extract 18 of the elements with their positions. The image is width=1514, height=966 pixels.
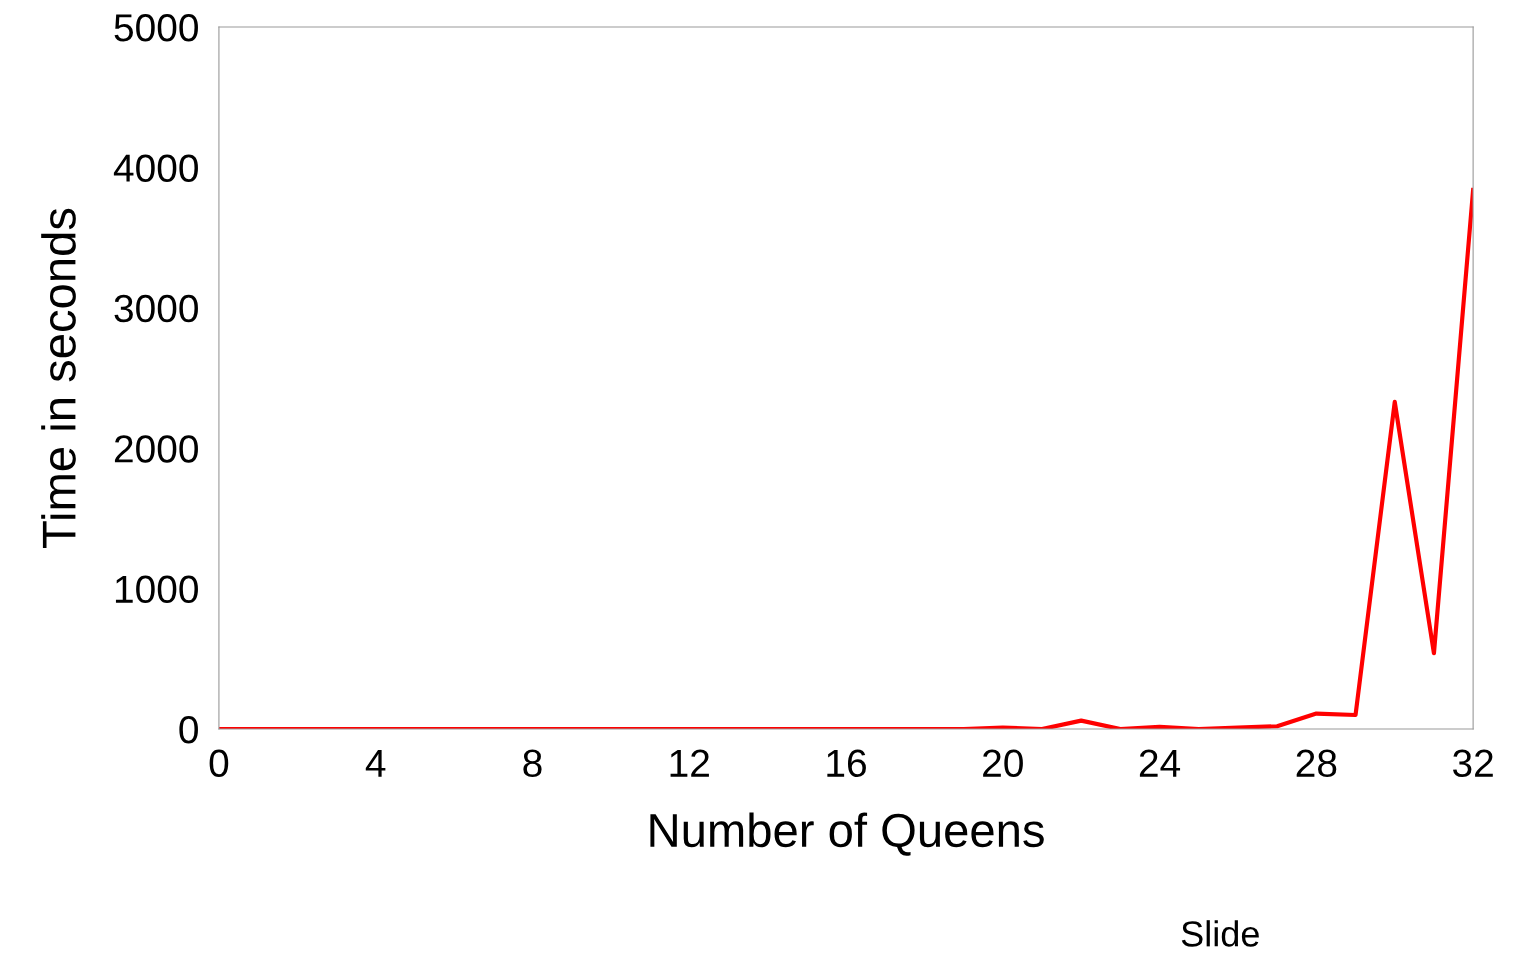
x-tick-label: 28	[1296, 749, 1337, 778]
y-tick-label: 4000	[113, 154, 198, 182]
x-tick-label: 4	[365, 749, 386, 777]
x-tick-label: 32	[1452, 749, 1493, 778]
y-axis-title: Time in seconds	[41, 208, 76, 548]
y-tick-label: 1000	[115, 575, 198, 604]
y-tick-label: 2000	[114, 435, 198, 463]
y-tick-label: 5000	[114, 13, 198, 42]
x-axis-title: Number of Queens	[650, 812, 1044, 856]
x-tick-label: 16	[827, 749, 866, 778]
y-tick-label: 0	[179, 715, 198, 744]
y-tick-label: 3000	[114, 294, 198, 323]
x-tick-label: 20	[983, 749, 1023, 778]
text: Slide	[1181, 920, 1259, 947]
x-tick-label: 24	[1139, 749, 1181, 777]
x-tick-label: 8	[523, 749, 542, 778]
x-tick-label: 0	[209, 749, 229, 778]
x-tick-label: 12	[670, 749, 709, 777]
